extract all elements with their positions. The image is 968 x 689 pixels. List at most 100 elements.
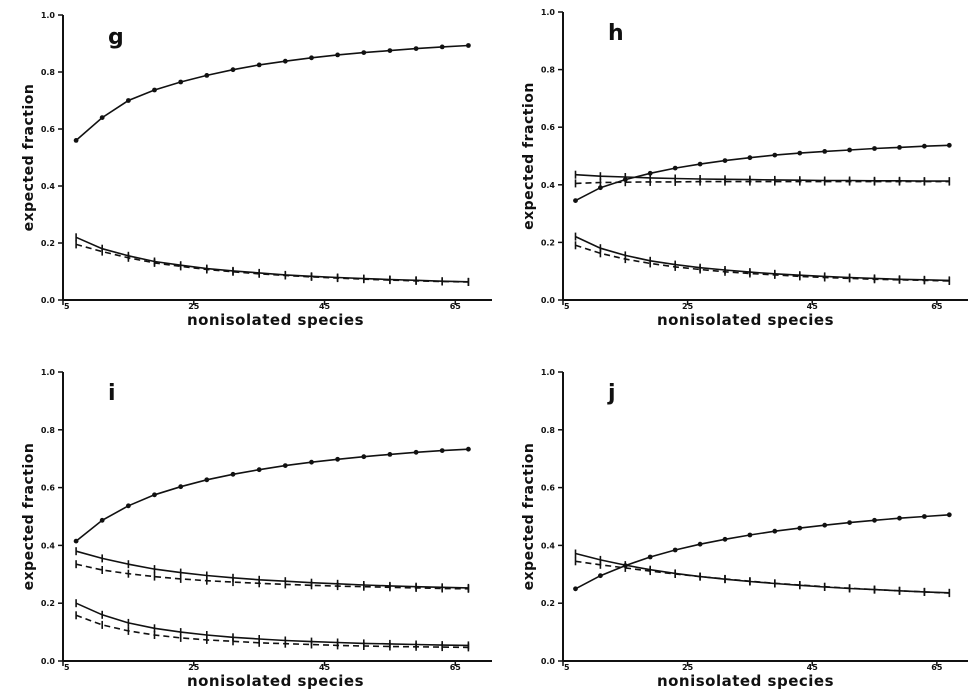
y-tick-label: 0.2 bbox=[541, 238, 555, 247]
x-tick-label: 5 bbox=[564, 663, 570, 672]
data-point bbox=[466, 43, 471, 48]
data-point bbox=[897, 145, 902, 150]
data-point bbox=[598, 185, 603, 191]
y-tick-label: 0.0 bbox=[41, 296, 56, 305]
y-tick-label: 0.0 bbox=[541, 296, 556, 305]
data-point bbox=[946, 142, 952, 148]
y-tick-label: 0.6 bbox=[41, 125, 56, 134]
y-axis-title: expected fraction bbox=[21, 84, 37, 232]
series-line-2 bbox=[75, 243, 469, 283]
y-tick-label: 0.2 bbox=[541, 599, 555, 608]
y-tick-label: 0.6 bbox=[41, 484, 56, 493]
data-point bbox=[573, 586, 578, 592]
data-point bbox=[152, 492, 157, 498]
y-axis-title: expected fraction bbox=[21, 443, 37, 591]
data-point bbox=[872, 146, 877, 151]
data-point bbox=[256, 62, 262, 68]
data-point bbox=[573, 198, 578, 204]
panel-i: 0.0 0.2 0.4 0.6 0.8 1.0 5 25 45 65 nonisolated spe… bbox=[21, 368, 492, 689]
data-point bbox=[822, 522, 828, 528]
data-point bbox=[647, 554, 653, 560]
panel-letter: h bbox=[608, 21, 624, 46]
data-point bbox=[772, 152, 778, 158]
series-line-3 bbox=[575, 235, 950, 282]
panel-letter: g bbox=[108, 25, 124, 50]
y-axis-title: expected fraction bbox=[521, 82, 537, 230]
x-axis-title: nonisolated species bbox=[187, 672, 364, 689]
panel-j: 0.0 0.2 0.4 0.6 0.8 1.0 5 25 45 65 nonisolated spe… bbox=[521, 368, 968, 689]
data-point bbox=[230, 67, 236, 73]
data-point bbox=[847, 147, 852, 153]
data-point bbox=[797, 150, 803, 156]
x-tick-label: 25 bbox=[682, 663, 694, 672]
data-point bbox=[439, 44, 445, 50]
series-line-1 bbox=[575, 552, 950, 594]
x-tick-label: 65 bbox=[931, 663, 943, 672]
series-line-3 bbox=[75, 602, 469, 647]
y-tick-label: 1.0 bbox=[41, 11, 56, 20]
y-tick-label: 0.4 bbox=[41, 182, 56, 191]
y-tick-label: 0.8 bbox=[541, 426, 556, 435]
panel-letter: j bbox=[607, 381, 616, 406]
x-tick-label: 25 bbox=[682, 302, 694, 311]
data-point bbox=[822, 149, 828, 154]
data-point bbox=[722, 158, 728, 164]
data-point bbox=[99, 115, 105, 120]
data-point bbox=[309, 55, 314, 61]
data-point bbox=[204, 73, 210, 78]
y-tick-label: 0.4 bbox=[41, 541, 56, 550]
data-point bbox=[125, 503, 131, 509]
data-point bbox=[73, 538, 79, 544]
data-point bbox=[847, 520, 852, 525]
data-point bbox=[387, 48, 393, 53]
data-point bbox=[672, 547, 678, 553]
panel-letter: i bbox=[108, 381, 116, 406]
data-point bbox=[335, 52, 340, 58]
y-tick-label: 0.4 bbox=[541, 541, 556, 550]
data-point bbox=[309, 459, 314, 465]
x-tick-label: 65 bbox=[450, 302, 462, 311]
data-point bbox=[722, 536, 728, 542]
data-point bbox=[647, 170, 653, 176]
data-point bbox=[99, 517, 105, 523]
data-point bbox=[772, 528, 778, 534]
data-point bbox=[204, 477, 210, 483]
panel-g: 0.0 0.2 0.4 0.6 0.8 1.0 5 25 45 65 nonisolated spe… bbox=[21, 11, 492, 329]
data-point bbox=[256, 467, 262, 473]
x-tick-label: 5 bbox=[564, 302, 570, 311]
y-tick-label: 0.6 bbox=[541, 123, 556, 132]
data-point bbox=[466, 446, 471, 452]
x-tick-label: 25 bbox=[188, 663, 200, 672]
y-tick-label: 0.8 bbox=[41, 426, 56, 435]
y-tick-label: 0.2 bbox=[41, 599, 55, 608]
y-tick-label: 0.8 bbox=[41, 68, 56, 77]
series-line-4 bbox=[575, 244, 950, 282]
x-tick-label: 65 bbox=[450, 663, 462, 672]
data-point bbox=[946, 512, 952, 518]
data-point bbox=[439, 448, 445, 453]
y-tick-label: 0.0 bbox=[41, 657, 56, 666]
series-line-1 bbox=[575, 173, 950, 182]
data-point bbox=[178, 484, 184, 490]
data-point bbox=[361, 50, 367, 55]
series-line-2 bbox=[575, 180, 950, 185]
series-line-2 bbox=[75, 563, 469, 590]
data-point bbox=[361, 454, 367, 460]
data-point bbox=[672, 165, 678, 171]
panel-h: 0.0 0.2 0.4 0.6 0.8 1.0 5 25 45 65 nonisolated spe… bbox=[521, 8, 968, 329]
series-line-4 bbox=[75, 614, 469, 649]
data-point bbox=[282, 58, 288, 64]
x-axis-title: nonisolated species bbox=[657, 311, 834, 329]
data-point bbox=[922, 514, 927, 519]
data-point bbox=[897, 515, 902, 521]
data-point bbox=[872, 517, 877, 523]
data-point bbox=[387, 452, 393, 457]
series-line-0 bbox=[75, 448, 469, 542]
data-point bbox=[598, 573, 603, 579]
x-tick-label: 45 bbox=[319, 302, 331, 311]
y-tick-label: 0.8 bbox=[541, 66, 556, 75]
y-tick-label: 1.0 bbox=[541, 8, 556, 17]
data-point bbox=[335, 456, 340, 462]
data-point bbox=[697, 541, 703, 547]
